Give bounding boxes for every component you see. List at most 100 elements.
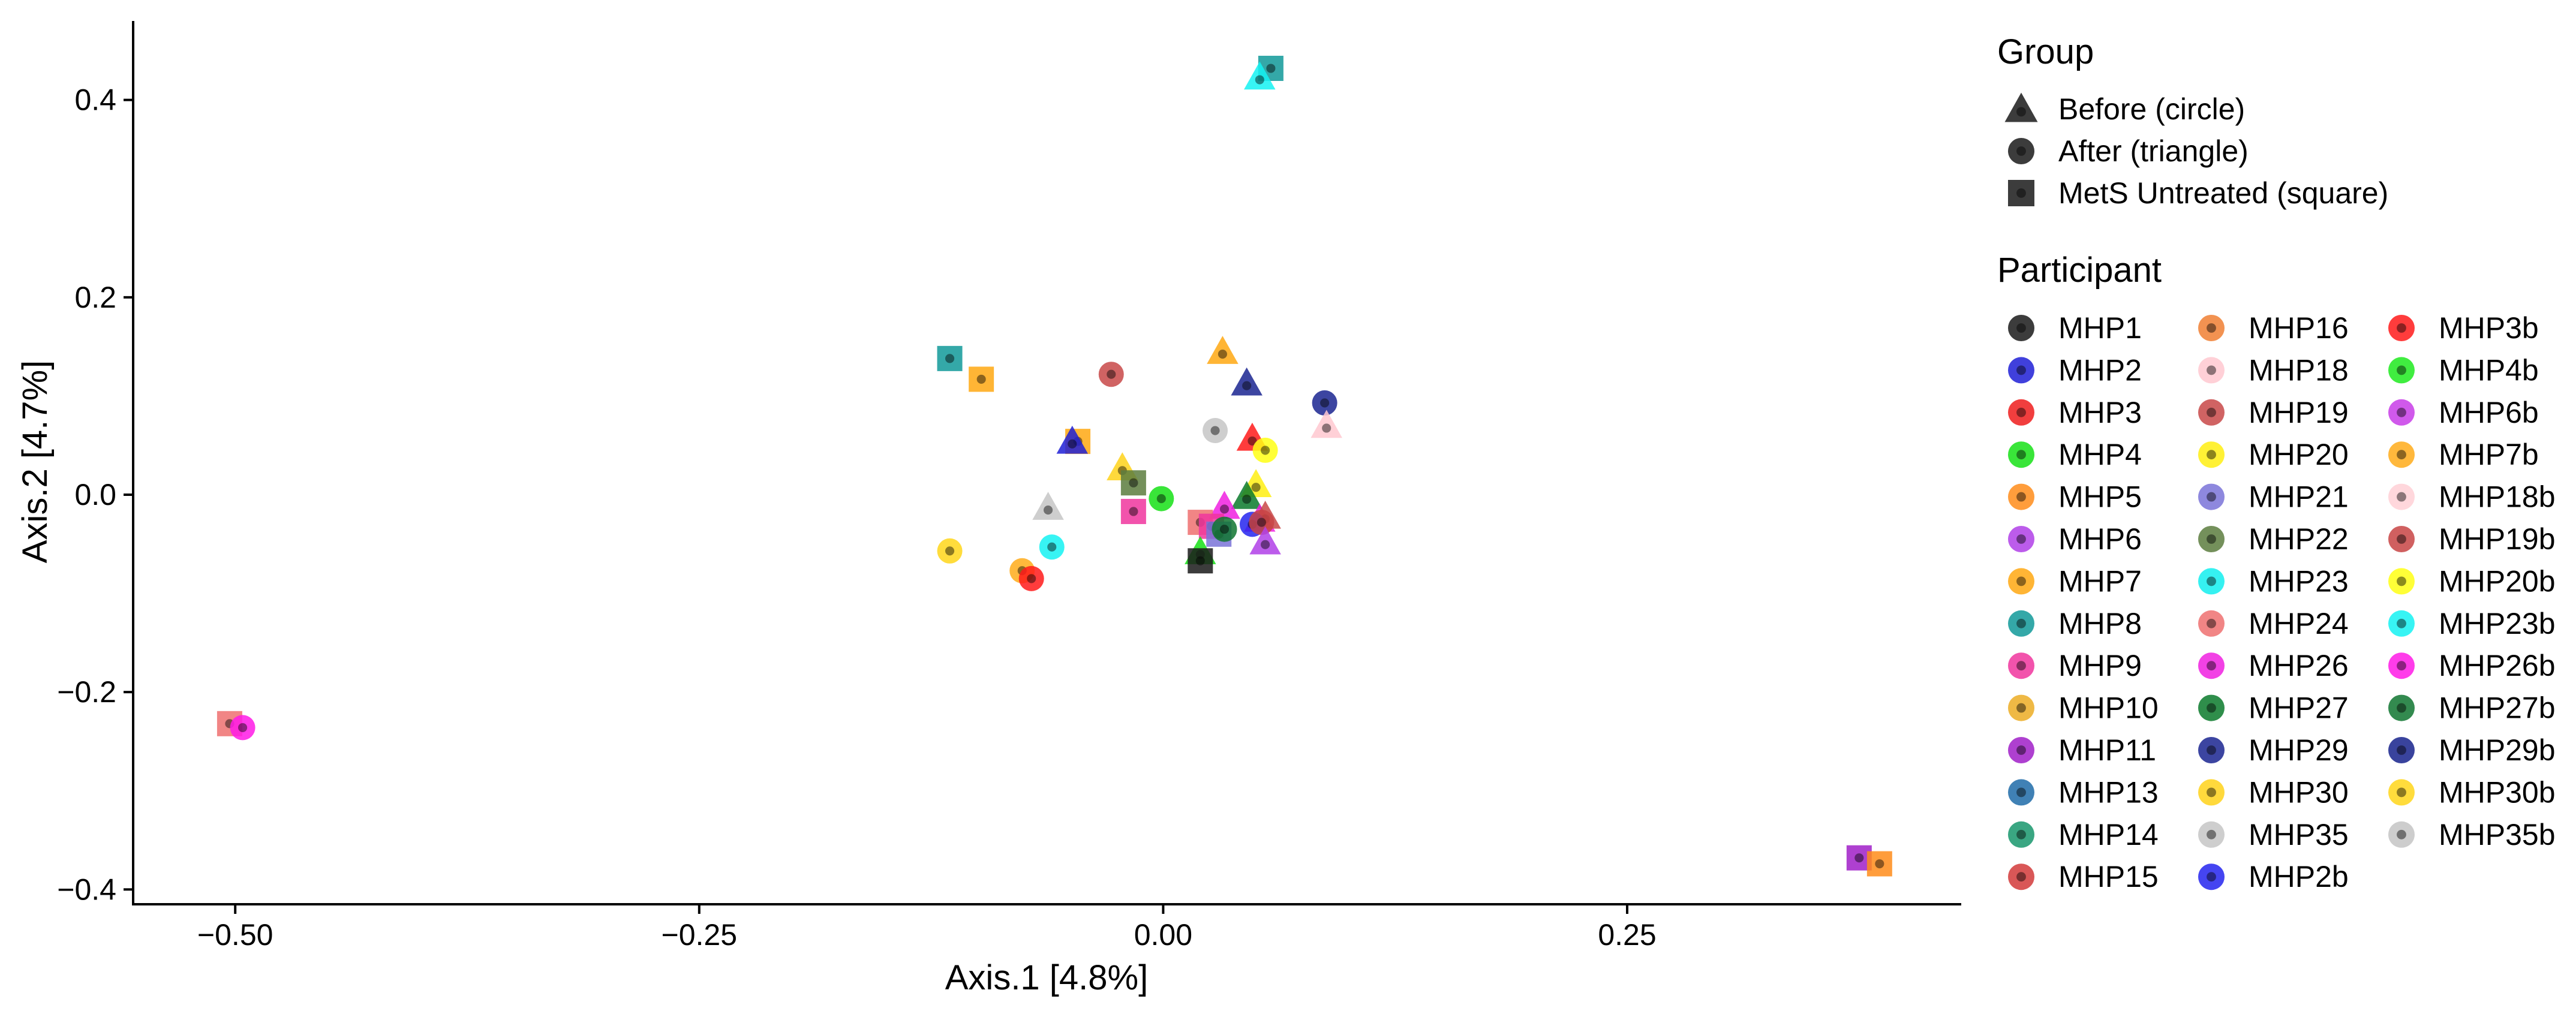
x-axis-ticks: −0.50 −0.25 0.00 0.25 xyxy=(197,904,1657,952)
y-tick-label: 0.0 xyxy=(74,478,116,511)
participant-legend-key xyxy=(2388,526,2415,552)
group-legend-label: Before (circle) xyxy=(2058,92,2245,126)
participant-legend-label: MHP35 xyxy=(2249,818,2349,851)
y-tick-label: 0.4 xyxy=(74,83,116,117)
participant-legend-key xyxy=(2198,315,2225,341)
participant-legend-key xyxy=(2008,737,2034,763)
data-point xyxy=(1032,492,1064,520)
participant-legend-label: MHP18b xyxy=(2439,480,2556,514)
participant-legend-title: Participant xyxy=(1997,251,2162,290)
data-point xyxy=(1188,548,1213,574)
participant-legend-label: MHP4 xyxy=(2058,438,2142,471)
data-point xyxy=(1212,516,1237,542)
x-tick-label: 0.25 xyxy=(1598,918,1656,952)
participant-legend-key xyxy=(2198,357,2225,384)
y-tick-label: −0.2 xyxy=(57,675,116,709)
data-point xyxy=(1098,362,1124,387)
participant-legend-key xyxy=(2198,568,2225,595)
participant-legend-key xyxy=(2008,315,2034,341)
participant-legend-key xyxy=(2198,399,2225,426)
data-point xyxy=(1120,470,1146,496)
participant-legend-label: MHP6 xyxy=(2058,522,2142,556)
participant-legend-label: MHP5 xyxy=(2058,480,2142,514)
participant-legend-label: MHP1 xyxy=(2058,311,2142,345)
participant-legend-key xyxy=(2008,610,2034,637)
participant-legend-label: MHP3b xyxy=(2439,311,2539,345)
participant-legend-key xyxy=(2388,483,2415,510)
participant-legend-label: MHP21 xyxy=(2249,480,2349,514)
participant-legend-label: MHP30b xyxy=(2439,775,2556,809)
participant-legend-key xyxy=(2008,863,2034,890)
participant-legend-key xyxy=(2198,779,2225,806)
participant-legend-key xyxy=(2198,863,2225,890)
data-point xyxy=(1249,510,1275,535)
participant-legend-label: MHP24 xyxy=(2249,607,2349,640)
participant-legend-key xyxy=(2198,821,2225,848)
participant-legend-label: MHP18 xyxy=(2249,353,2349,387)
x-tick-label: −0.50 xyxy=(197,918,273,952)
data-point xyxy=(1149,486,1174,511)
x-tick-label: −0.25 xyxy=(662,918,738,952)
data-point xyxy=(937,538,963,564)
group-legend-title: Group xyxy=(1997,32,2094,71)
participant-legend-key xyxy=(2388,568,2415,595)
participant-legend-label: MHP23 xyxy=(2249,564,2349,598)
participant-legend-label: MHP11 xyxy=(2058,733,2156,767)
axes xyxy=(132,21,1961,905)
participant-legend-label: MHP26b xyxy=(2439,649,2556,682)
participant-legend-label: MHP19 xyxy=(2249,396,2349,429)
group-legend: Group Before (circle) After (triangle) Met… xyxy=(1997,32,2388,210)
data-point xyxy=(1203,418,1228,444)
participant-legend-label: MHP8 xyxy=(2058,607,2142,640)
participant-legend-key xyxy=(2388,315,2415,341)
group-legend-key xyxy=(2004,92,2038,122)
data-point xyxy=(1018,565,1044,591)
participant-legend: Participant MHP1 MHP2 MHP3 MHP4 MHP5 MHP6 MHP7… xyxy=(1997,251,2556,893)
participant-legend-key xyxy=(2198,441,2225,468)
participant-legend-key xyxy=(2008,821,2034,848)
group-legend-key xyxy=(2008,180,2034,206)
data-point xyxy=(1310,410,1342,438)
y-axis-ticks: −0.4 −0.2 0.0 0.2 0.4 xyxy=(57,83,133,906)
participant-legend-key xyxy=(2388,779,2415,806)
group-legend-label: MetS Untreated (square) xyxy=(2058,176,2388,210)
data-point xyxy=(1231,481,1263,509)
participant-legend-label: MHP35b xyxy=(2439,818,2556,851)
participant-legend-label: MHP26 xyxy=(2249,649,2349,682)
participant-legend-key xyxy=(2388,399,2415,426)
participant-legend-label: MHP19b xyxy=(2439,522,2556,556)
data-point xyxy=(969,366,994,392)
data-point xyxy=(1207,336,1239,364)
participant-legend-label: MHP10 xyxy=(2058,691,2159,725)
participant-legend-label: MHP6b xyxy=(2439,396,2539,429)
participant-legend-key xyxy=(2388,357,2415,384)
participant-legend-label: MHP23b xyxy=(2439,607,2556,640)
data-point xyxy=(230,715,256,741)
participant-legend-key xyxy=(2388,610,2415,637)
group-legend-label: After (triangle) xyxy=(2058,134,2249,168)
data-point xyxy=(1056,425,1089,454)
participant-legend-label: MHP20b xyxy=(2439,564,2556,598)
participant-legend-label: MHP13 xyxy=(2058,775,2159,809)
participant-legend-label: MHP30 xyxy=(2249,775,2349,809)
participant-legend-key xyxy=(2008,441,2034,468)
data-points xyxy=(217,55,1892,877)
participant-legend-key xyxy=(2008,652,2034,679)
participant-legend-key xyxy=(2198,610,2225,637)
participant-legend-key xyxy=(2008,483,2034,510)
participant-legend-key xyxy=(2198,526,2225,552)
y-axis-title: Axis.2 [4.7%] xyxy=(16,360,55,563)
data-point xyxy=(1039,534,1065,560)
participant-legend-label: MHP14 xyxy=(2058,818,2159,851)
participant-legend-key xyxy=(2198,694,2225,721)
participant-legend-key xyxy=(2388,652,2415,679)
participant-legend-label: MHP4b xyxy=(2439,353,2539,387)
participant-legend-label: MHP27b xyxy=(2439,691,2556,725)
participant-legend-key xyxy=(2388,694,2415,721)
participant-legend-label: MHP7b xyxy=(2439,438,2539,471)
x-tick-label: 0.00 xyxy=(1134,918,1192,952)
participant-legend-label: MHP15 xyxy=(2058,860,2159,893)
participant-legend-label: MHP27 xyxy=(2249,691,2349,725)
data-point xyxy=(1866,851,1892,877)
